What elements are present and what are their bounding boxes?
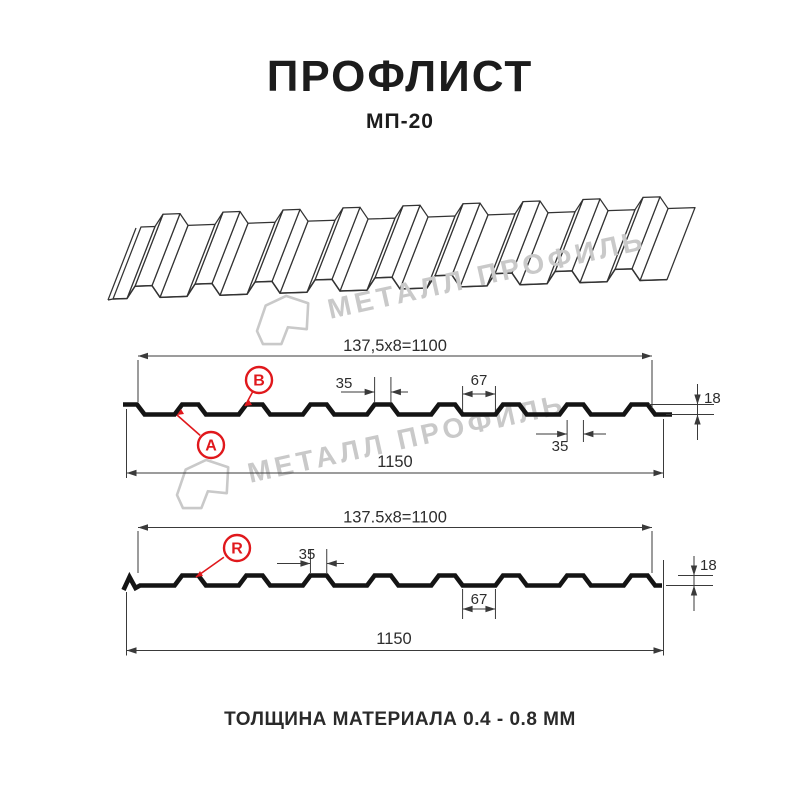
section2-height-label: 18 — [700, 557, 717, 574]
arrowhead — [653, 647, 664, 654]
arrowhead — [694, 414, 701, 425]
callout-circle — [244, 365, 274, 395]
section1-dim-valley: 67 — [462, 372, 496, 411]
metall-profil-logo-icon — [255, 294, 310, 346]
section1-dim-rib-top: 35 — [336, 375, 408, 403]
arrowhead — [126, 469, 137, 477]
section2-rib-top-label: 35 — [299, 546, 316, 563]
arrowhead — [300, 560, 311, 567]
section1-dim-overall: 1150 — [126, 409, 664, 478]
section2-overall-label: 1150 — [376, 630, 411, 648]
callout-B: B — [244, 365, 274, 407]
section1-valley-label: 67 — [471, 372, 488, 389]
section1-profile-outline — [123, 402, 672, 417]
sheet-cut-edge — [107, 227, 137, 301]
watermark-metall-profil: МЕТАЛЛ ПРОФИЛЬ — [166, 377, 571, 517]
arrowhead — [126, 647, 137, 654]
arrowhead — [690, 585, 698, 596]
section1-dim-height: 18 — [649, 384, 721, 440]
material-thickness-note: ТОЛЩИНА МАТЕРИАЛА 0.4 - 0.8 ММ — [224, 709, 576, 730]
arrowhead — [462, 390, 473, 398]
arrowhead — [364, 388, 375, 396]
section2-dim-valley: 67 — [462, 589, 496, 619]
callout-leader-arrow — [245, 400, 252, 406]
section1-rib-bottom-label: 35 — [552, 438, 569, 455]
section2-dim-overall: 1150 — [126, 560, 664, 656]
watermark-metall-profil: МЕТАЛЛ ПРОФИЛЬ — [246, 213, 651, 353]
arrowhead — [462, 605, 473, 613]
section-1: 137,5x8=1100 35 67 18 35 1150 A B — [123, 337, 721, 478]
arrowhead — [485, 605, 496, 613]
callout-R: R — [195, 533, 252, 578]
callout-letter: A — [205, 438, 217, 455]
callout-letter: R — [231, 541, 243, 558]
section1-dim-rib-bottom: 35 — [536, 420, 606, 455]
callout-leader — [176, 414, 201, 436]
callout-letter: B — [253, 373, 265, 390]
section-2: 137.5x8=1100 35 18 67 1150 R — [121, 509, 717, 656]
section2-valley-label: 67 — [471, 591, 488, 608]
page-title: ПРОФЛИСТ — [266, 52, 534, 101]
profile-model-subtitle: МП-20 — [366, 110, 434, 133]
callout-A: A — [176, 409, 226, 460]
callout-circle — [196, 430, 226, 460]
callout-leader-arrow — [177, 409, 184, 415]
callout-circle — [222, 533, 252, 563]
section1-dim-coverage: 137,5x8=1100 — [137, 337, 653, 408]
arrowhead — [642, 524, 652, 531]
sheet-3d-wireframe — [107, 196, 696, 301]
sheet-cut-edge-cap — [107, 298, 114, 301]
arrowhead — [653, 469, 664, 477]
section2-dim-rib-top: 35 — [277, 546, 344, 573]
section1-overall-label: 1150 — [377, 453, 412, 471]
arrowhead — [326, 560, 337, 567]
section2-coverage-label: 137.5x8=1100 — [343, 509, 447, 527]
section2-dim-coverage: 137.5x8=1100 — [137, 509, 653, 573]
arrowhead — [485, 390, 496, 398]
callout-leader-arrow — [196, 571, 203, 577]
arrowhead — [390, 388, 401, 396]
section1-height-label: 18 — [704, 390, 721, 407]
arrowhead — [138, 352, 148, 360]
arrowhead — [694, 394, 701, 405]
sheet-near-edge — [112, 268, 668, 300]
arrowhead — [138, 524, 148, 531]
section1-coverage-label: 137,5x8=1100 — [343, 337, 447, 355]
section2-dim-height: 18 — [666, 556, 717, 611]
arrowhead — [642, 352, 652, 360]
arrowhead — [690, 565, 698, 576]
arrowhead — [583, 430, 594, 438]
metall-profil-logo-icon — [175, 458, 230, 510]
section2-profile-outline — [121, 571, 662, 592]
arrowhead — [557, 430, 568, 438]
section1-rib-top-label: 35 — [336, 375, 353, 392]
